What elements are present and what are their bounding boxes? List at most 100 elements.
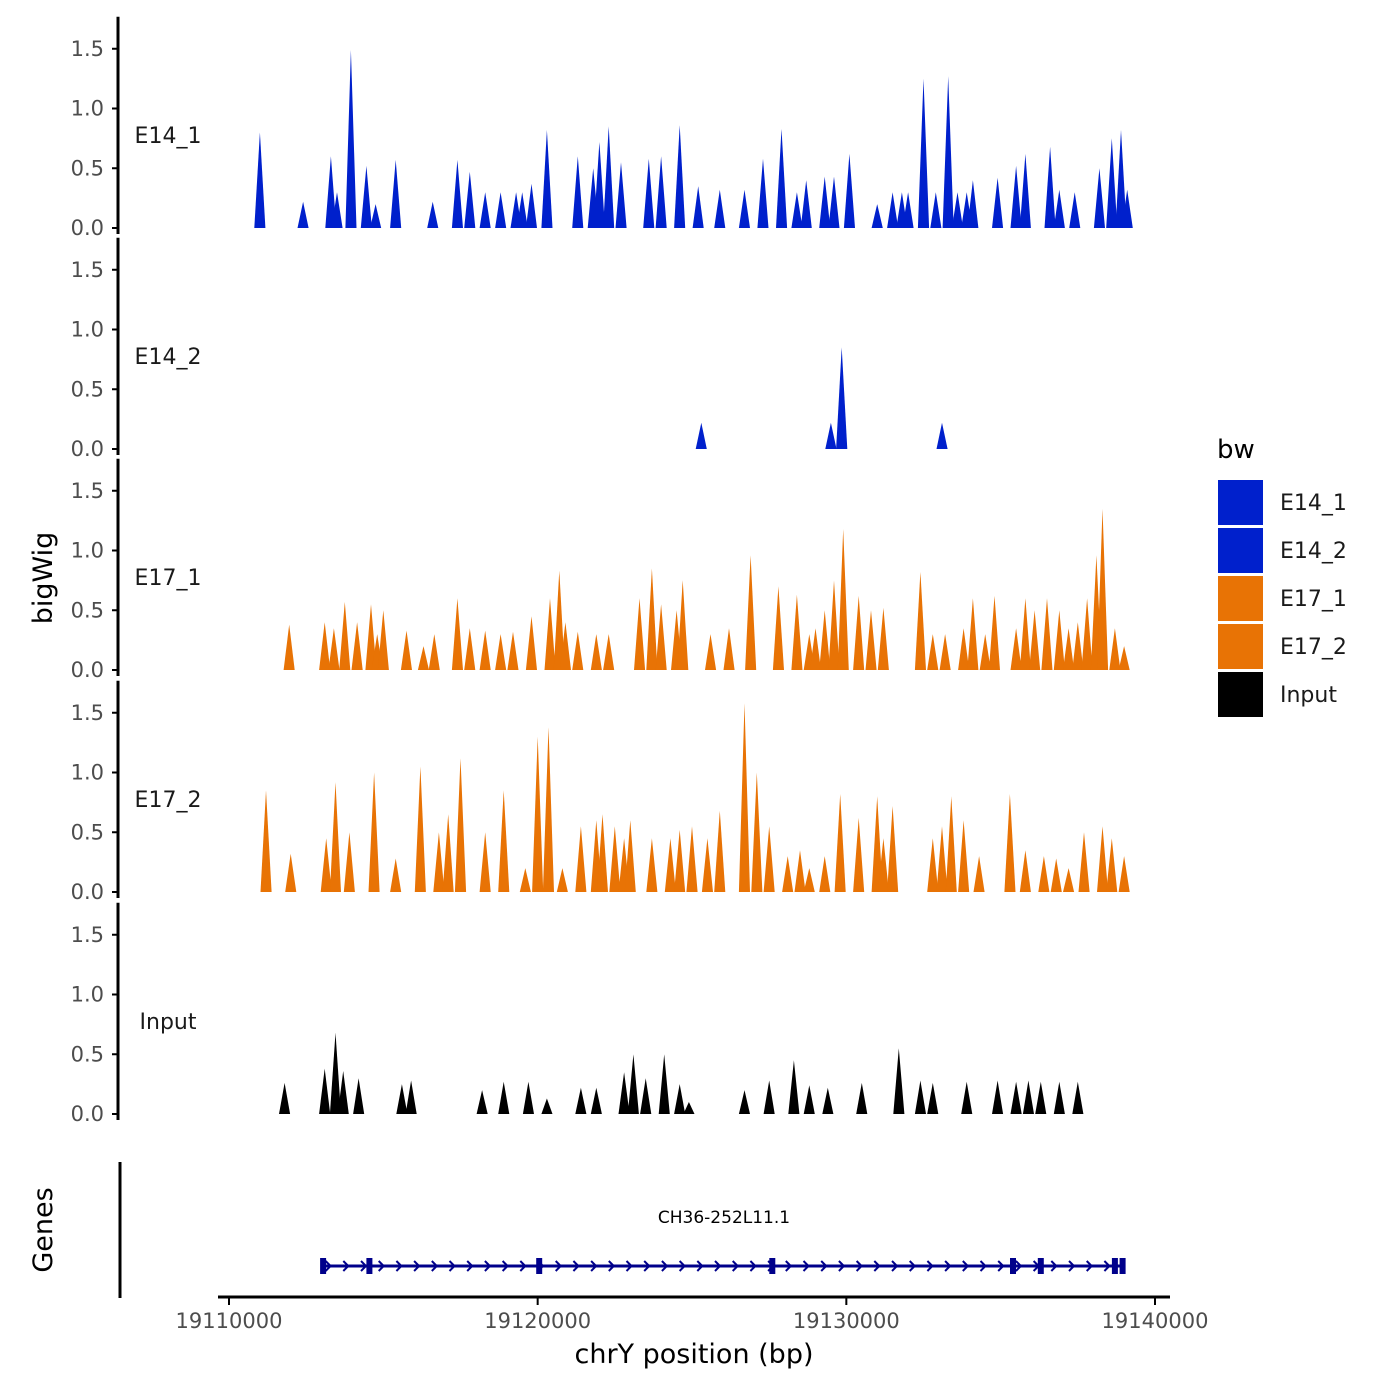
- strand-arrow: [519, 1260, 527, 1272]
- signal-peak: [979, 634, 991, 670]
- y-tick-label: 1.5: [71, 479, 104, 503]
- signal-peak: [677, 580, 689, 670]
- signal-peak: [1063, 868, 1075, 892]
- legend-swatch: [1218, 672, 1263, 717]
- signal-peak: [542, 727, 554, 892]
- signal-peak: [285, 853, 297, 892]
- signal-peak: [822, 1087, 834, 1114]
- signal-peak: [871, 204, 883, 228]
- signal-peak: [695, 422, 707, 449]
- signal-peak: [1121, 189, 1133, 228]
- signal-peak: [495, 634, 507, 670]
- gene-exon: [320, 1258, 327, 1274]
- signal-peak: [507, 631, 519, 670]
- signal-peak: [1019, 850, 1031, 892]
- signal-peak: [464, 628, 476, 670]
- signal-peak: [1004, 794, 1016, 892]
- signal-peak: [1029, 610, 1041, 670]
- signal-peak: [1050, 858, 1062, 892]
- signal-peak: [1097, 826, 1109, 892]
- strand-arrow: [431, 1260, 439, 1272]
- strand-arrow: [944, 1260, 952, 1272]
- track-label: E14_1: [135, 124, 202, 149]
- signal-peak: [936, 422, 948, 449]
- signal-peak: [1118, 646, 1130, 670]
- legend-label: E14_2: [1280, 539, 1347, 564]
- signal-peak: [942, 76, 954, 228]
- signal-peak: [541, 1098, 553, 1114]
- legend-title: bw: [1217, 435, 1255, 465]
- signal-peak: [575, 826, 587, 892]
- signal-peak: [763, 826, 775, 892]
- track-label: E17_2: [135, 788, 202, 813]
- signal-peak: [544, 598, 556, 670]
- signal-peak: [819, 610, 831, 670]
- signal-peak: [495, 192, 507, 228]
- signal-peak: [794, 850, 806, 892]
- strand-arrow: [997, 1260, 1005, 1272]
- signal-peak: [1063, 628, 1075, 670]
- y-tick-label: 0.0: [71, 216, 104, 240]
- signal-peak: [871, 796, 883, 892]
- signal-peak: [877, 607, 889, 670]
- signal-peak: [572, 631, 584, 670]
- signal-peak: [1106, 838, 1118, 892]
- signal-peak: [692, 186, 704, 228]
- track-e17-1: 0.0 0.5 1.0 1.5 E17_1: [71, 458, 1130, 682]
- signal-peak: [723, 628, 735, 670]
- signal-peak: [454, 758, 467, 892]
- signal-peak: [1044, 146, 1056, 228]
- strand-arrow: [979, 1260, 987, 1272]
- signal-peak: [683, 1102, 695, 1114]
- strand-arrow: [554, 1260, 563, 1272]
- gene-exon: [769, 1258, 776, 1274]
- signal-peak: [345, 49, 357, 229]
- signal-tracks: 0.0 0.5 1.0 1.5 E14_1 0.0 0.5 1.0 1.5 E14_2 0.0 0.5…: [71, 16, 1133, 1126]
- signal-peak: [837, 529, 849, 670]
- signal-peak: [325, 156, 337, 228]
- signal-peak: [603, 634, 615, 670]
- signal-peak: [442, 814, 454, 892]
- signal-peak: [331, 192, 343, 228]
- signal-peak: [887, 192, 899, 228]
- track-e14-1: 0.0 0.5 1.0 1.5 E14_1: [71, 16, 1133, 240]
- strand-arrow: [749, 1260, 757, 1272]
- y-tick-label: 0.5: [71, 1042, 104, 1066]
- signal-peak: [593, 142, 605, 228]
- strand-arrow: [466, 1260, 474, 1272]
- strand-arrow: [838, 1260, 846, 1272]
- strand-arrow: [324, 1260, 333, 1272]
- y-tick-label: 1.5: [71, 258, 104, 282]
- signal-peak: [1078, 832, 1090, 892]
- signal-peak: [254, 132, 266, 228]
- signal-peak: [1019, 598, 1031, 670]
- strand-arrow: [785, 1260, 793, 1272]
- signal-peak: [464, 171, 476, 228]
- gene-panel-title: Genes: [28, 1187, 59, 1272]
- signal-peak: [776, 128, 788, 228]
- strand-arrow: [1050, 1260, 1058, 1272]
- signal-peak: [914, 1080, 926, 1114]
- y-tick-label: 0.5: [71, 377, 104, 401]
- signal-peak: [615, 162, 627, 228]
- signal-peak: [351, 622, 363, 670]
- signal-peak: [664, 838, 676, 892]
- y-tick-label: 0.0: [71, 658, 104, 682]
- signal-peak: [627, 1054, 639, 1114]
- strand-arrow: [855, 1260, 864, 1272]
- signal-peak: [260, 790, 272, 892]
- y-tick-label: 0.0: [71, 880, 104, 904]
- gene-exon: [1010, 1258, 1016, 1274]
- signal-peak: [763, 1080, 775, 1114]
- signal-peak: [927, 1082, 939, 1114]
- legend-label: Input: [1280, 683, 1337, 708]
- track-label: E17_1: [135, 566, 202, 591]
- signal-peak: [701, 838, 713, 892]
- strand-arrow: [501, 1260, 510, 1272]
- gene-exon: [536, 1258, 543, 1274]
- signal-peak: [686, 826, 698, 892]
- gene-exon: [1037, 1258, 1044, 1274]
- signal-peak: [988, 595, 1000, 670]
- signal-peak: [1053, 189, 1065, 228]
- y-tick-label: 1.0: [71, 539, 104, 563]
